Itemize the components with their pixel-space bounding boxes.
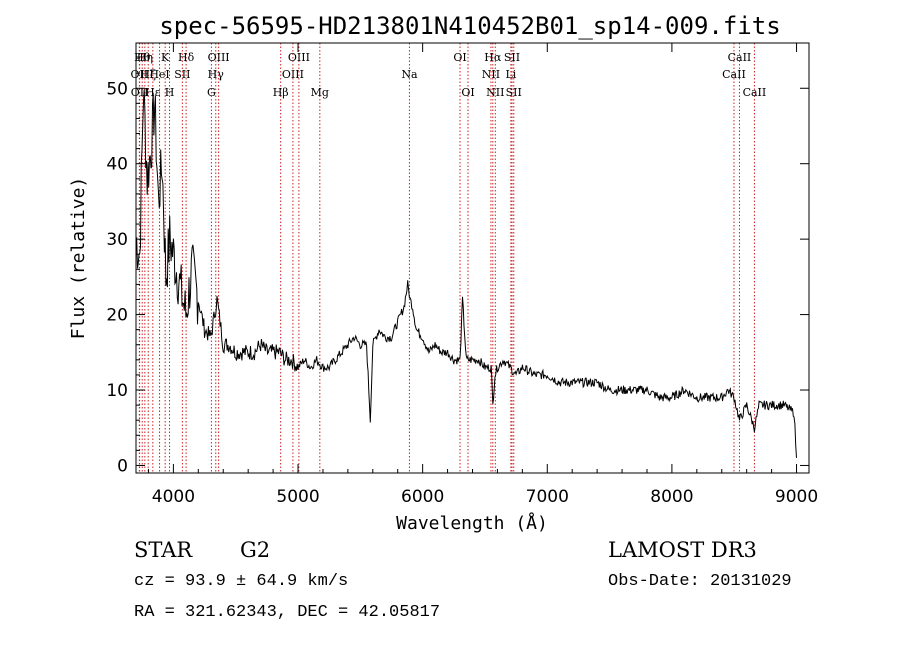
observation-date: Obs-Date: 20131029: [608, 572, 792, 591]
line-label-8: H: [165, 86, 175, 99]
line-label-7: K: [161, 51, 170, 64]
x-axis-label: Wavelength (Å): [396, 512, 548, 534]
line-label-26: SII: [506, 86, 522, 99]
spectrum-line: [135, 89, 797, 458]
line-label-14: Hβ: [273, 86, 289, 99]
line-label-16: OIII: [288, 51, 310, 64]
line-label-22: Hα: [484, 51, 502, 64]
line-label-13: OIII: [208, 51, 230, 64]
x-tick-label-5: 9000: [775, 487, 818, 507]
x-tick-label-3: 7000: [526, 487, 569, 507]
y-axis-label: Flux (relative): [68, 177, 89, 340]
line-label-19: OI: [453, 51, 466, 64]
line-label-18: Na: [401, 68, 418, 81]
object-class: STAR: [134, 538, 193, 562]
line-label-11: G: [207, 86, 216, 99]
emission-line-labels: OIIOIIHθHηHζHεHeIKHSIIHδGHγOIIIHβOIIIOII…: [131, 51, 767, 99]
line-label-6: HeI: [149, 68, 169, 81]
line-label-12: Hγ: [208, 68, 225, 81]
x-tick-label-2: 6000: [401, 487, 444, 507]
y-tick-label-1: 10: [106, 381, 128, 401]
line-label-27: CaII: [722, 68, 746, 81]
y-tick-label-0: 0: [117, 456, 128, 476]
coordinates: RA = 321.62343, DEC = 42.05817: [134, 603, 441, 622]
line-label-5: Hε: [145, 86, 161, 99]
line-label-0: OII: [131, 68, 149, 81]
line-label-21: NII: [482, 68, 500, 81]
line-label-9: SII: [174, 68, 190, 81]
plot-frame: [135, 42, 810, 474]
x-axis-ticks: 4000 5000 6000 7000 8000 9000: [147, 43, 818, 507]
y-axis-ticks: 0 10 20 30 40 50: [106, 57, 809, 476]
x-tick-label-4: 8000: [650, 487, 693, 507]
y-tick-label-5: 50: [106, 79, 128, 99]
line-label-20: OI: [461, 86, 474, 99]
redshift-velocity: cz = 93.9 ± 64.9 km/s: [134, 572, 349, 591]
y-tick-label-2: 20: [106, 306, 128, 326]
y-tick-label-3: 30: [106, 230, 128, 250]
line-label-23: NII: [486, 86, 504, 99]
line-label-2: Hθ: [134, 51, 151, 64]
line-label-3: Hη: [137, 51, 153, 64]
chart-title: spec-56595-HD213801N410452B01_sp14-009.f…: [159, 12, 780, 40]
line-label-17: Mg: [311, 86, 329, 99]
survey-name: LAMOST DR3: [608, 538, 757, 562]
object-subclass: G2: [240, 538, 271, 562]
emission-line-markers: [138, 43, 755, 473]
line-label-29: CaII: [743, 86, 767, 99]
line-label-4: Hζ: [140, 68, 156, 81]
line-label-25: SII: [504, 51, 520, 64]
line-label-15: OIII: [282, 68, 304, 81]
line-label-28: CaII: [728, 51, 752, 64]
y-tick-label-4: 40: [106, 155, 128, 175]
x-tick-label-1: 5000: [276, 487, 319, 507]
line-label-24: Li: [505, 68, 516, 81]
x-tick-label-0: 4000: [152, 487, 195, 507]
line-label-10: Hδ: [178, 51, 195, 64]
